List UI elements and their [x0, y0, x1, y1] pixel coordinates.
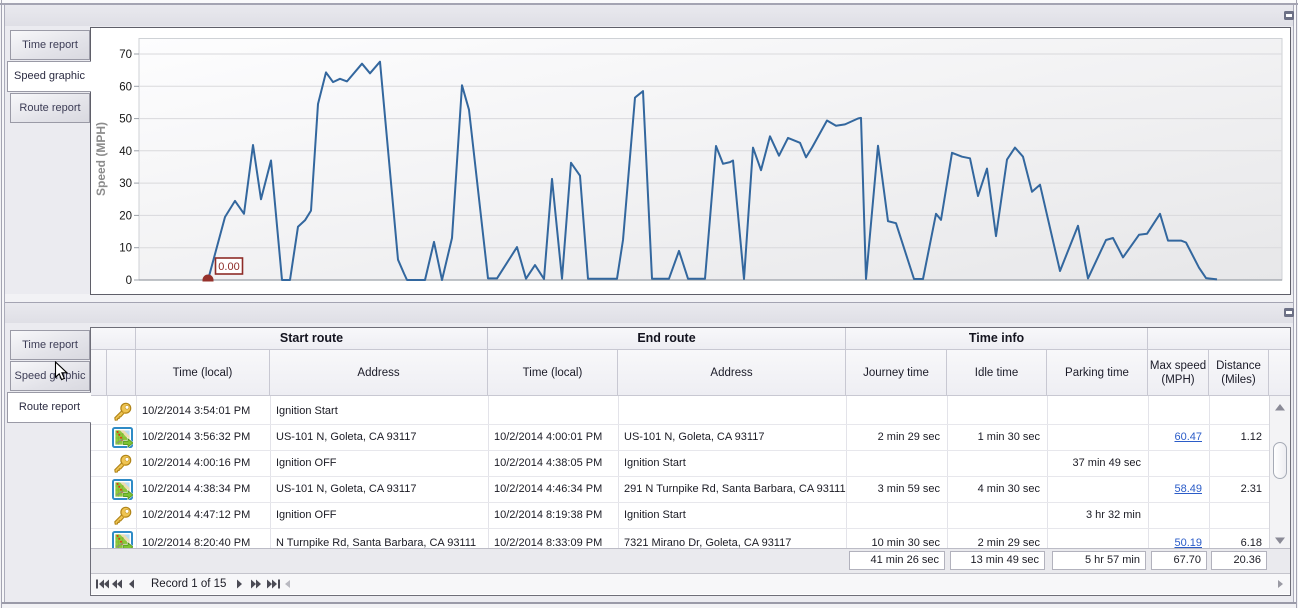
svg-text:30: 30 — [119, 178, 132, 190]
svg-text:10: 10 — [119, 243, 132, 255]
svg-text:20: 20 — [119, 210, 132, 222]
svg-text:40: 40 — [119, 146, 132, 158]
svg-text:50: 50 — [119, 114, 132, 126]
svg-text:0: 0 — [126, 275, 132, 287]
svg-text:0.00: 0.00 — [218, 261, 239, 273]
svg-text:70: 70 — [119, 49, 132, 61]
svg-text:60: 60 — [119, 81, 132, 93]
svg-text:Speed (MPH): Speed (MPH) — [94, 122, 108, 196]
